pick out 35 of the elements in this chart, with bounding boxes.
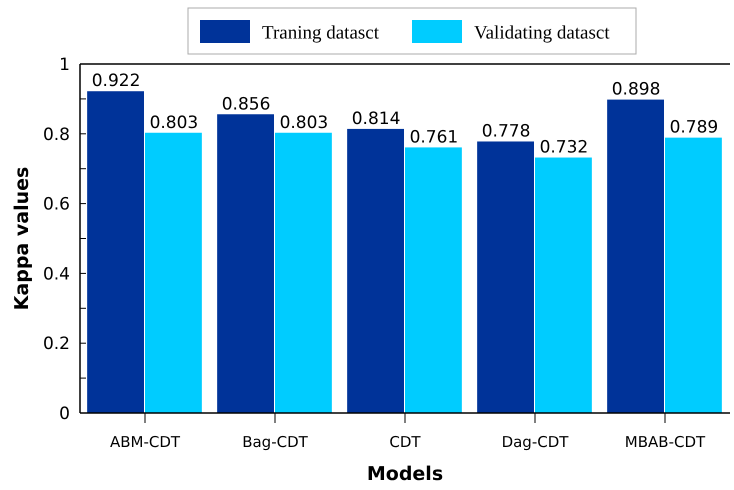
x-tick-label: MBAB-CDT (624, 433, 706, 451)
data-label: 0.803 (280, 112, 328, 133)
y-tick-label: 0.8 (42, 124, 70, 145)
bar (347, 128, 404, 413)
bar (275, 132, 332, 413)
y-tick-label: 1 (59, 54, 70, 75)
legend-label: Traning datasct (262, 22, 380, 44)
x-axis-title: Models (366, 463, 444, 485)
y-tick-label: 0 (59, 404, 70, 424)
x-tick-label: Bag-CDT (242, 433, 309, 451)
x-tick-label: Dag-CDT (502, 433, 570, 451)
legend-label: Validating datasct (474, 22, 610, 44)
data-label: 0.814 (352, 108, 400, 129)
y-tick-label: 0.6 (42, 194, 70, 215)
y-tick-label: 0.4 (42, 264, 70, 284)
bar (87, 91, 144, 413)
y-tick-label: 0.2 (42, 334, 70, 354)
y-axis-title: Kappa values (11, 166, 33, 310)
data-label: 0.789 (670, 118, 718, 138)
data-label: 0.761 (410, 127, 458, 148)
bar (535, 158, 592, 413)
x-tick-label: CDT (389, 433, 422, 451)
x-tick-label: ABM-CDT (110, 433, 181, 451)
data-label: 0.856 (222, 94, 270, 114)
bar (477, 141, 534, 413)
data-label: 0.803 (150, 112, 198, 133)
bar (145, 132, 202, 413)
data-label: 0.732 (540, 138, 588, 158)
data-label: 0.778 (482, 121, 530, 142)
data-label: 0.898 (612, 80, 660, 100)
bar (665, 138, 722, 413)
bar (607, 100, 664, 413)
bar (405, 147, 462, 413)
bar (217, 114, 274, 413)
data-label: 0.922 (92, 71, 140, 92)
